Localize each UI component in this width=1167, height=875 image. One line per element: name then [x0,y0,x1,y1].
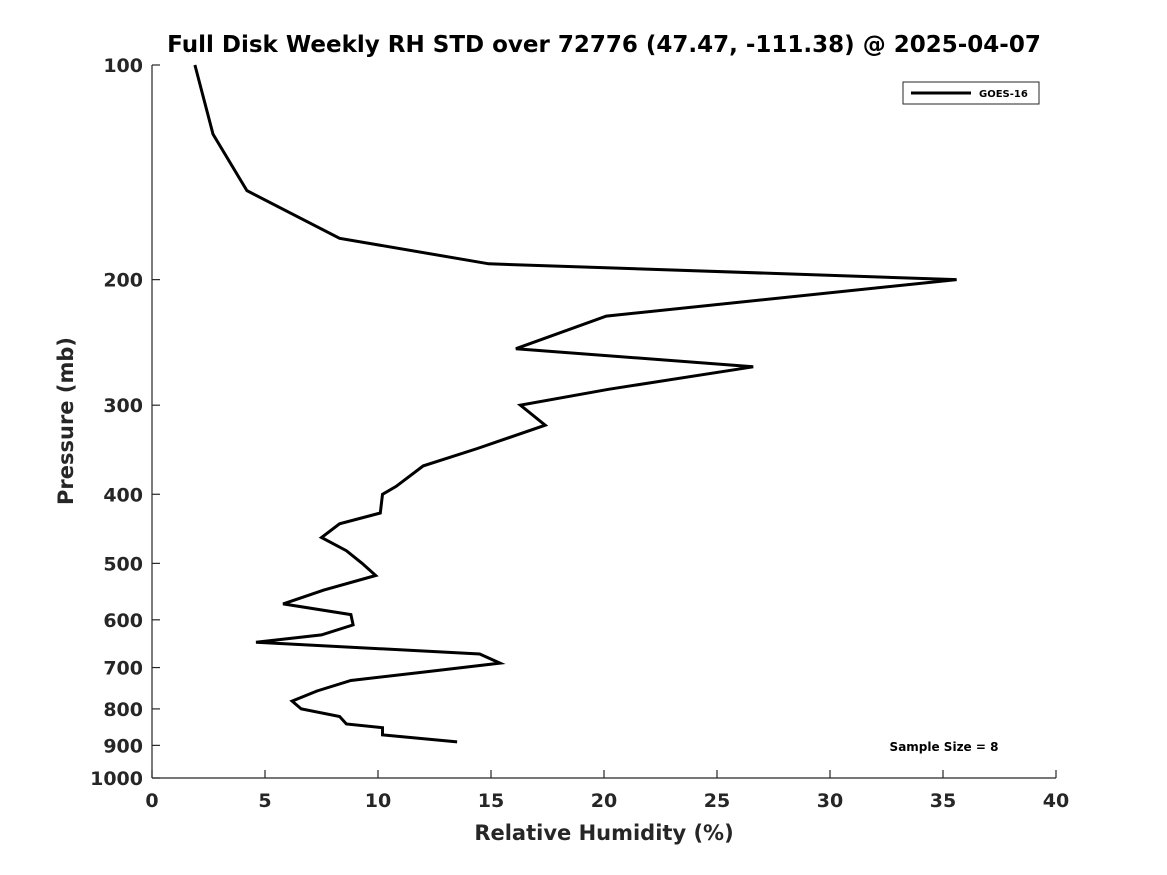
y-tick-label: 900 [103,735,143,757]
chart-title: Full Disk Weekly RH STD over 72776 (47.4… [167,32,1041,58]
x-axis-label: Relative Humidity (%) [474,821,733,845]
legend-label: GOES-16 [979,89,1028,100]
y-tick-label: 1000 [90,768,143,790]
y-tick-label: 700 [103,658,143,680]
x-tick-label: 35 [930,790,956,812]
y-tick-label: 100 [103,55,143,77]
y-tick-label: 200 [103,270,143,292]
x-tick-label: 5 [258,790,271,812]
sample-size-annotation: Sample Size = 8 [890,740,999,754]
x-ticks: 0 5 10 15 20 25 30 35 40 [145,770,1069,812]
x-tick-label: 25 [704,790,730,812]
y-tick-label: 300 [103,395,143,417]
y-tick-label: 800 [103,699,143,721]
y-tick-label: 400 [103,484,143,506]
y-ticks: 100 200 300 400 500 600 700 800 900 1000 [90,55,160,790]
x-tick-label: 15 [478,790,504,812]
x-tick-label: 20 [591,790,617,812]
legend: GOES-16 [902,81,1040,105]
x-tick-label: 30 [817,790,843,812]
plot-area [151,65,1056,779]
x-tick-label: 0 [145,790,158,812]
series-line-goes-16 [193,64,957,744]
x-tick-label: 40 [1043,790,1069,812]
series-group [193,64,957,744]
y-tick-label: 600 [103,610,143,632]
y-tick-label: 500 [103,553,143,575]
x-tick-label: 10 [365,790,391,812]
y-axis-label: Pressure (mb) [54,337,78,505]
